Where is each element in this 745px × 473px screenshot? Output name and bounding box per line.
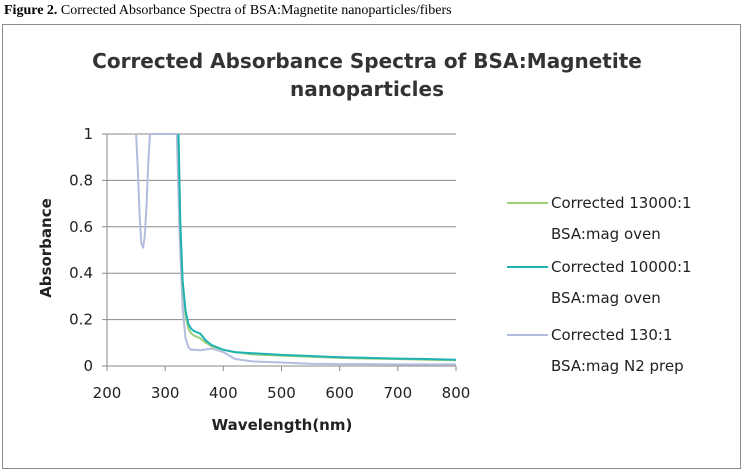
legend-label: BSA:mag oven — [551, 225, 661, 243]
x-tick-label: 200 — [93, 384, 122, 402]
legend-label: Corrected 13000:1 — [551, 194, 692, 212]
x-tick-label: 300 — [151, 384, 180, 402]
x-axis-label: Wavelength(nm) — [212, 416, 353, 434]
x-tick-label: 700 — [384, 384, 413, 402]
x-tick-label: 400 — [209, 384, 238, 402]
figure-caption-text: Corrected Absorbance Spectra of BSA:Magn… — [57, 3, 452, 18]
chart-title-line1: Corrected Absorbance Spectra of BSA:Magn… — [92, 49, 642, 73]
chart-title-line2: nanoparticles — [290, 77, 444, 101]
series-line — [177, 133, 456, 361]
x-tick-labels: 200 300 400 500 600 700 800 — [93, 384, 471, 402]
y-axis-label: Absorbance — [37, 198, 55, 298]
y-tick-label: 1 — [83, 125, 93, 143]
gridlines — [107, 133, 456, 321]
series-line — [177, 133, 456, 362]
y-tick-label: 0.6 — [69, 218, 93, 236]
y-tick-label: 0.8 — [69, 171, 93, 189]
x-tick-label: 800 — [442, 384, 471, 402]
figure-caption-label: Figure 2. — [4, 3, 58, 18]
y-tick-label: 0 — [83, 357, 93, 375]
legend-label: Corrected 130:1 — [551, 326, 673, 344]
series-lines — [135, 133, 456, 366]
x-tick-label: 600 — [325, 384, 354, 402]
legend-label: Corrected 10000:1 — [551, 258, 692, 276]
y-tick-label: 0.4 — [69, 264, 93, 282]
y-tick-labels: 0 0.2 0.4 0.6 0.8 1 — [69, 125, 93, 375]
legend-label: BSA:mag N2 prep — [551, 357, 684, 375]
legend-label: BSA:mag oven — [551, 289, 661, 307]
chart-frame — [2, 24, 741, 469]
axes — [102, 133, 457, 371]
figure-caption: Figure 2. Corrected Absorbance Spectra o… — [4, 3, 452, 19]
x-tick-label: 500 — [267, 384, 296, 402]
y-tick-label: 0.2 — [69, 311, 93, 329]
legend: Corrected 13000:1 BSA:mag oven Corrected 1… — [507, 194, 692, 375]
series-line — [135, 133, 456, 366]
